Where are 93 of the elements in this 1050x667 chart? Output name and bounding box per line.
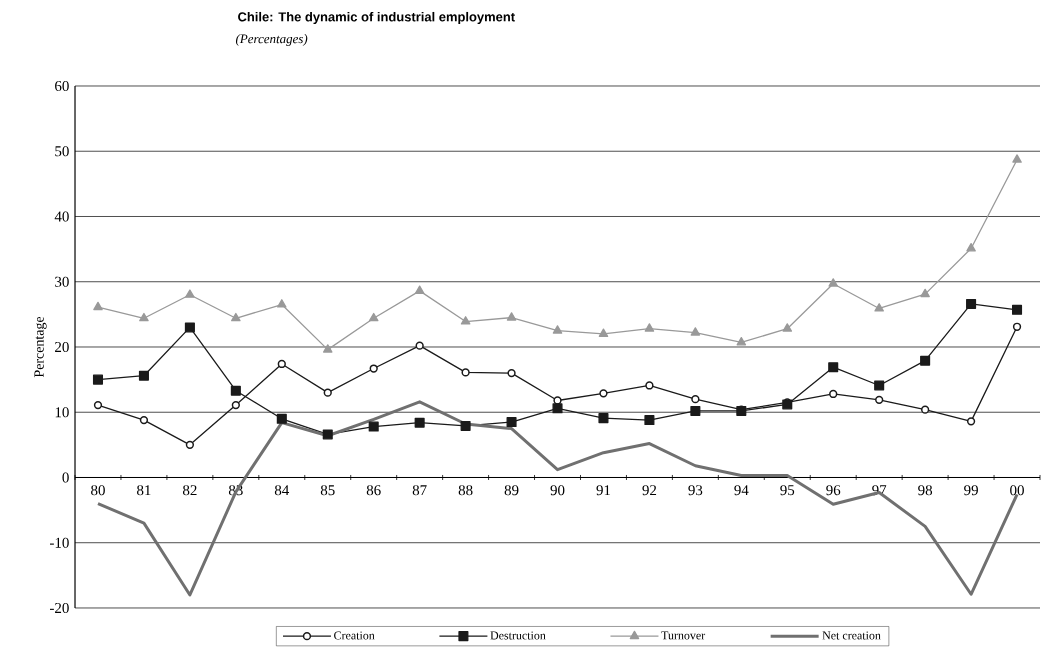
point (230, 385, 241, 396)
x-tick-label: 91 (596, 485, 611, 496)
point (966, 298, 977, 309)
point (460, 316, 471, 325)
y-tick-label: 40 (54, 211, 69, 222)
point (231, 312, 241, 322)
point (138, 370, 149, 381)
x-tick-label: 98 (918, 485, 933, 496)
point (920, 288, 930, 298)
x-tick-label: 84 (274, 485, 290, 496)
x-tick-label: 80 (91, 485, 105, 496)
point (369, 364, 378, 373)
point (276, 413, 287, 424)
point (277, 359, 286, 369)
point (185, 440, 195, 449)
point (644, 415, 655, 426)
point (828, 278, 839, 287)
point (231, 400, 240, 410)
x-tick-label: 88 (458, 485, 473, 496)
y-tick-label: -10 (49, 537, 69, 548)
point (460, 420, 471, 431)
point (93, 400, 103, 410)
x-tick-label: 85 (320, 485, 335, 496)
x-tick-label: 86 (366, 485, 381, 496)
point (874, 380, 885, 391)
chart-title: Chile: The dynamic of industrial employment (238, 11, 515, 25)
legend-label: Creation (334, 631, 375, 640)
point (920, 405, 930, 414)
point (415, 341, 424, 350)
legend-label: Destruction (490, 631, 546, 640)
point (736, 336, 747, 346)
x-tick-label: 87 (412, 485, 427, 496)
point (277, 299, 287, 308)
point (368, 421, 379, 432)
point (599, 389, 608, 398)
point (506, 416, 517, 428)
x-tick-label: 82 (182, 485, 197, 496)
point (782, 323, 793, 332)
x-tick-label: 92 (642, 485, 657, 496)
point (185, 289, 195, 298)
x-tick-label: 90 (550, 485, 565, 496)
y-tick-label: -20 (49, 602, 69, 614)
point (1012, 322, 1022, 331)
point (552, 403, 563, 414)
x-tick-label: 89 (504, 485, 519, 496)
point (1012, 304, 1023, 315)
point (368, 312, 379, 322)
point (322, 429, 333, 440)
y-tick-label: 60 (55, 80, 69, 92)
point (598, 413, 609, 424)
point (920, 355, 931, 366)
x-tick-label: 00 (1010, 485, 1024, 496)
point (690, 405, 701, 416)
point (92, 374, 104, 385)
y-tick-label: 30 (55, 276, 69, 287)
legend-label: Turnover (661, 631, 706, 640)
point (414, 417, 425, 428)
point (874, 303, 884, 312)
x-tick-label: 94 (734, 485, 749, 496)
y-axis-title: Percentage (34, 316, 47, 378)
point (414, 285, 425, 294)
point (875, 395, 884, 404)
point (93, 301, 103, 311)
chart-subtitle: (Percentages) (235, 34, 308, 46)
point (1012, 154, 1022, 163)
legend-label: Net creation (822, 631, 881, 640)
x-tick-label: 99 (964, 485, 978, 496)
point (598, 328, 609, 337)
point (644, 323, 655, 332)
point (507, 368, 516, 378)
point (461, 368, 470, 377)
y-tick-label: 20 (55, 341, 69, 353)
point (966, 243, 976, 252)
point (645, 381, 654, 390)
point (139, 415, 149, 425)
y-tick-label: 50 (55, 146, 69, 157)
point (506, 312, 517, 321)
point (828, 362, 839, 373)
x-tick-label: 81 (137, 485, 151, 496)
x-tick-label: 96 (826, 485, 841, 496)
point (139, 312, 149, 322)
point (829, 389, 838, 399)
x-tick-label: 95 (780, 485, 795, 496)
point (691, 395, 700, 404)
point (184, 322, 195, 333)
point (552, 325, 563, 334)
y-tick-label: 0 (62, 472, 69, 483)
y-tick-label: 10 (55, 407, 69, 418)
point (690, 327, 701, 336)
point (322, 344, 333, 353)
point (323, 388, 332, 397)
x-tick-label: 93 (688, 485, 703, 496)
point (966, 417, 976, 426)
